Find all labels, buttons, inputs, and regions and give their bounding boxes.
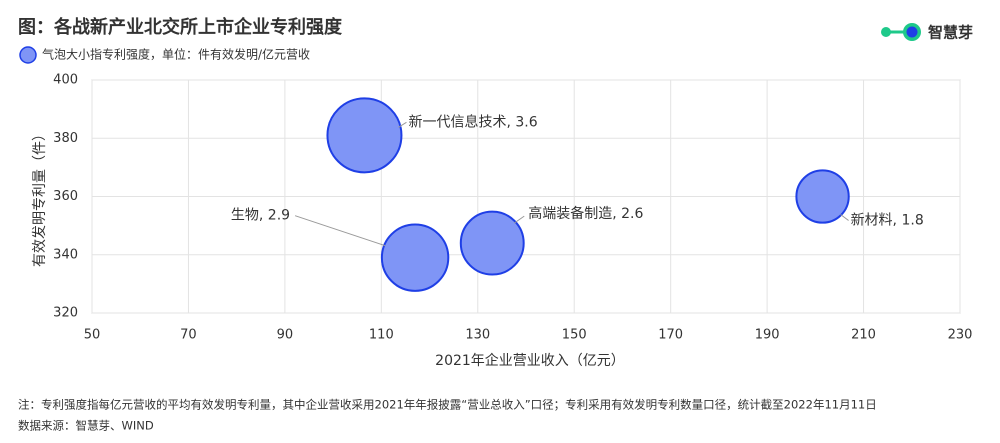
legend-bubble — [19, 46, 37, 64]
logo-core — [906, 26, 918, 38]
source-note: 数据来源：智慧芽、WIND — [18, 419, 154, 433]
y-tick-label: 380 — [53, 131, 78, 146]
bubble — [459, 210, 525, 276]
bubble — [380, 223, 450, 292]
x-tick-label: 170 — [658, 328, 683, 343]
data-label: 新一代信息技术, 3.6 — [408, 113, 537, 130]
bubble — [795, 169, 850, 224]
y-tick-label: 320 — [53, 306, 78, 321]
logo: 智慧芽 — [881, 23, 973, 42]
x-tick-label: 190 — [755, 328, 780, 343]
chart-title: 图：各战新产业北交所上市企业专利强度 — [18, 16, 343, 38]
data-label: 高端装备制造, 2.6 — [528, 205, 643, 222]
leader-line — [294, 215, 386, 247]
x-tick-label: 230 — [948, 328, 973, 343]
x-axis-label: 2021年企业营业收入（亿元） — [435, 352, 625, 369]
x-tick-label: 130 — [465, 328, 490, 343]
leader-line — [513, 215, 525, 224]
leader-line — [398, 121, 407, 128]
x-tick-label: 110 — [369, 328, 394, 343]
y-tick-label: 340 — [53, 247, 78, 262]
y-tick-label: 360 — [53, 189, 78, 204]
y-tick-label: 400 — [53, 73, 78, 88]
x-tick-label: 150 — [562, 328, 587, 343]
y-axis-label: 有效发明专利量（件） — [32, 127, 48, 267]
legend-text: 气泡大小指专利强度，单位：件有效发明/亿元营收 — [42, 47, 310, 62]
logo-dot — [881, 27, 891, 37]
x-tick-label: 50 — [84, 328, 101, 343]
footnote: 注：专利强度指每亿元营收的平均有效发明专利量，其中企业营收采用2021年年报披露… — [18, 398, 877, 412]
x-tick-label: 90 — [277, 328, 294, 343]
bubble — [326, 97, 403, 174]
data-label: 新材料, 1.8 — [851, 213, 924, 229]
data-label: 生物, 2.9 — [231, 208, 290, 224]
x-tick-label: 210 — [851, 328, 876, 343]
x-tick-label: 70 — [180, 328, 197, 343]
logo-text: 智慧芽 — [928, 24, 973, 42]
leader-line — [840, 214, 849, 221]
